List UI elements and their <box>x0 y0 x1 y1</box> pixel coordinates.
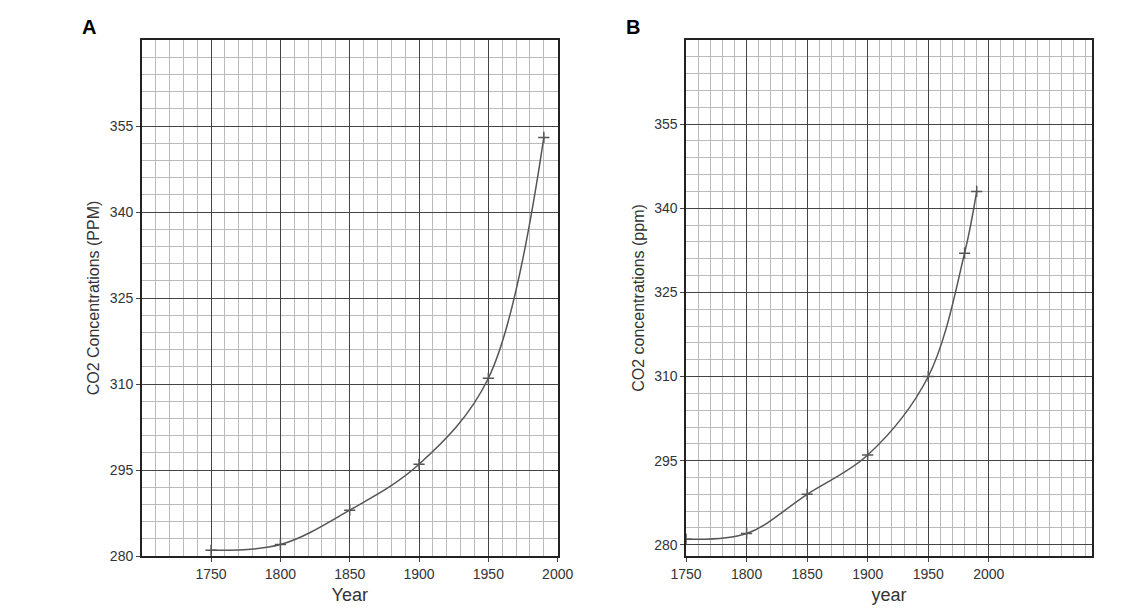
svg-text:355: 355 <box>654 116 678 132</box>
svg-text:year: year <box>871 585 906 605</box>
svg-text:325: 325 <box>654 284 678 300</box>
svg-text:Year: Year <box>332 585 368 605</box>
svg-text:1800: 1800 <box>265 566 296 582</box>
svg-text:1950: 1950 <box>913 566 944 582</box>
svg-text:310: 310 <box>110 376 134 392</box>
svg-text:1850: 1850 <box>334 566 365 582</box>
svg-text:1800: 1800 <box>731 566 762 582</box>
svg-text:2000: 2000 <box>542 566 573 582</box>
svg-text:310: 310 <box>654 368 678 384</box>
svg-text:CO2 concentrations (ppm): CO2 concentrations (ppm) <box>630 204 647 392</box>
svg-text:280: 280 <box>654 537 678 553</box>
svg-text:B: B <box>626 16 640 38</box>
svg-text:1900: 1900 <box>852 566 883 582</box>
svg-text:A: A <box>82 16 96 38</box>
svg-text:340: 340 <box>110 204 134 220</box>
svg-text:295: 295 <box>110 462 134 478</box>
svg-text:1750: 1750 <box>670 566 701 582</box>
svg-text:295: 295 <box>654 453 678 469</box>
svg-text:355: 355 <box>110 118 134 134</box>
svg-text:CO2 Concentrations (PPM): CO2 Concentrations (PPM) <box>85 201 102 396</box>
svg-text:1750: 1750 <box>195 566 226 582</box>
svg-text:2000: 2000 <box>973 566 1004 582</box>
svg-text:340: 340 <box>654 200 678 216</box>
svg-text:325: 325 <box>110 290 134 306</box>
svg-text:280: 280 <box>110 548 134 564</box>
svg-text:1900: 1900 <box>403 566 434 582</box>
svg-text:1850: 1850 <box>792 566 823 582</box>
svg-text:1950: 1950 <box>473 566 504 582</box>
